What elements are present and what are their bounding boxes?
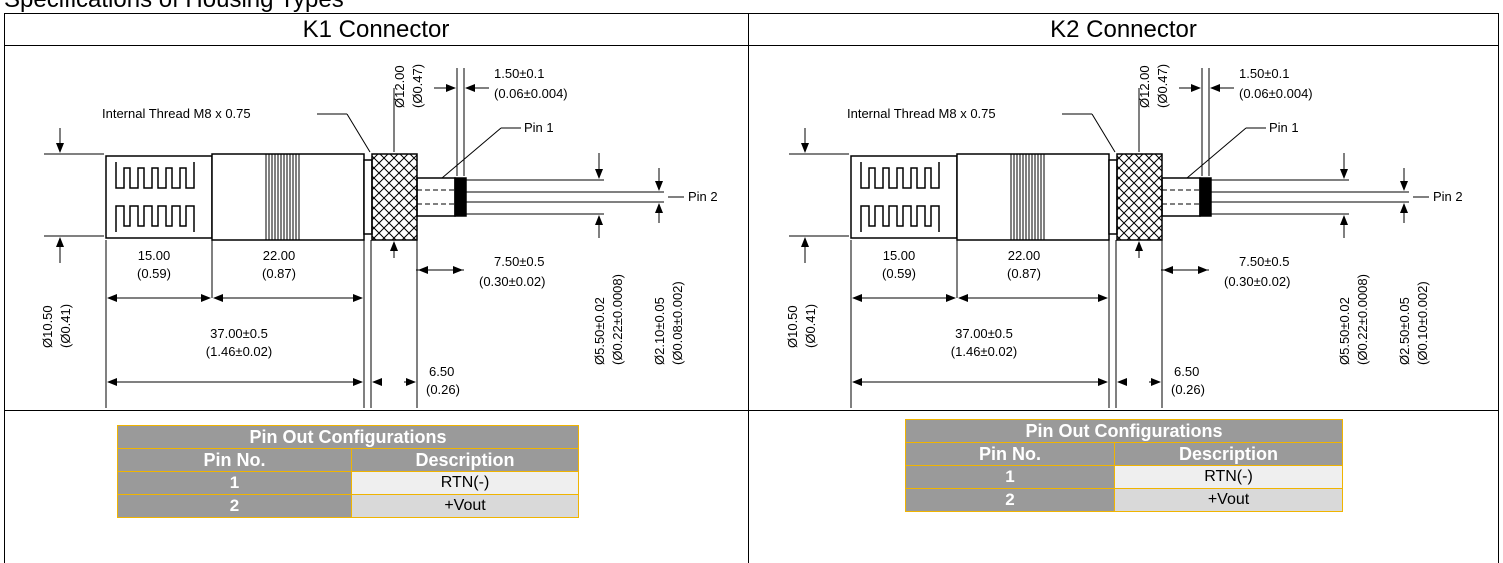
k1-pin-no: 1 — [117, 471, 352, 495]
k1-l37: 37.00±0.5 — [210, 326, 268, 341]
k1-header: K1 Connector — [302, 16, 450, 43]
k2-col-desc: Description — [1114, 442, 1343, 466]
k1-t15in: (0.06±0.004) — [494, 86, 568, 101]
k2-l750in: (0.30±0.02) — [1224, 274, 1290, 289]
k2-table-title: Pin Out Configurations — [905, 419, 1343, 443]
k2-l650: 6.50 — [1174, 364, 1199, 379]
k2-l22in: (0.87) — [1007, 266, 1041, 281]
k1-col-desc: Description — [351, 448, 579, 472]
k2-pin-desc: +Vout — [1114, 488, 1343, 512]
k2-drawing: Internal Thread M8 x 0.75 Pin 1 Pin 2 1.… — [749, 48, 1499, 408]
k2-d550: Ø5.50±0.02 — [1337, 297, 1352, 365]
k1-d550in: (Ø0.22±0.0008) — [610, 274, 625, 365]
k2-l37in: (1.46±0.02) — [951, 344, 1017, 359]
k1-d1050: Ø10.50 — [40, 305, 55, 348]
table-row: 1 RTN(-) — [905, 465, 1343, 489]
k1-thread-label: Internal Thread M8 x 0.75 — [102, 106, 251, 121]
k1-table-title: Pin Out Configurations — [117, 425, 579, 449]
k1-dpinin: (Ø0.08±0.002) — [670, 281, 685, 365]
k1-l750: 7.50±0.5 — [494, 254, 545, 269]
k2-pin-no: 2 — [905, 488, 1115, 512]
section-title: Specifications of Housing Types — [4, 0, 344, 14]
k2-d12: Ø12.00 — [1137, 65, 1152, 108]
k2-d550in: (Ø0.22±0.0008) — [1355, 274, 1370, 365]
k2-pinout-table: Pin Out Configurations Pin No. Descripti… — [905, 419, 1343, 512]
k1-d1050in: (Ø0.41) — [58, 304, 73, 348]
k2-d1050: Ø10.50 — [785, 305, 800, 348]
k1-t15: 1.50±0.1 — [494, 66, 545, 81]
k2-dpinin: (Ø0.10±0.002) — [1415, 281, 1430, 365]
k1-l650in: (0.26) — [426, 382, 460, 397]
table-border-left — [4, 13, 5, 563]
table-row: 2 +Vout — [905, 488, 1343, 512]
table-row: 2 +Vout — [117, 494, 579, 518]
k2-l750: 7.50±0.5 — [1239, 254, 1290, 269]
k1-l750in: (0.30±0.02) — [479, 274, 545, 289]
k2-pin-desc: RTN(-) — [1114, 465, 1343, 489]
k2-pin1-label: Pin 1 — [1269, 120, 1299, 135]
table-rule-header — [4, 45, 1499, 46]
table-border-right — [1498, 13, 1499, 563]
k1-pin2-label: Pin 2 — [688, 189, 718, 204]
table-row: 1 RTN(-) — [117, 471, 579, 495]
k2-l37: 37.00±0.5 — [955, 326, 1013, 341]
k2-t15in: (0.06±0.004) — [1239, 86, 1313, 101]
k1-d12in: (Ø0.47) — [410, 64, 425, 108]
table-rule-drawing — [4, 410, 1499, 411]
k2-l15in: (0.59) — [882, 266, 916, 281]
spec-table — [4, 13, 1499, 563]
table-divider — [748, 13, 749, 563]
k1-l15: 15.00 — [138, 248, 171, 263]
k2-pin2-label: Pin 2 — [1433, 189, 1463, 204]
k2-thread-label: Internal Thread M8 x 0.75 — [847, 106, 996, 121]
k1-l37in: (1.46±0.02) — [206, 344, 272, 359]
k1-d12: Ø12.00 — [392, 65, 407, 108]
table-border-top — [4, 13, 1499, 14]
k2-l22: 22.00 — [1008, 248, 1041, 263]
k1-pin-desc: +Vout — [351, 494, 579, 518]
k2-header: K2 Connector — [1050, 16, 1197, 43]
k2-dpin: Ø2.50±0.05 — [1397, 297, 1412, 365]
k1-pin-desc: RTN(-) — [351, 471, 579, 495]
k2-l650in: (0.26) — [1171, 382, 1205, 397]
k2-col-pin: Pin No. — [905, 442, 1115, 466]
k1-l15in: (0.59) — [137, 266, 171, 281]
k1-l22: 22.00 — [263, 248, 296, 263]
k1-dpin: Ø2.10±0.05 — [652, 297, 667, 365]
k1-pin1-label: Pin 1 — [524, 120, 554, 135]
k2-d12in: (Ø0.47) — [1155, 64, 1170, 108]
k1-d550: Ø5.50±0.02 — [592, 297, 607, 365]
k2-d1050in: (Ø0.41) — [803, 304, 818, 348]
k1-col-pin: Pin No. — [117, 448, 352, 472]
k1-drawing: Internal Thread M8 x 0.75 Pin 1 Pin 2 1.… — [4, 48, 754, 408]
k2-l15: 15.00 — [883, 248, 916, 263]
k2-pin-no: 1 — [905, 465, 1115, 489]
k1-l22in: (0.87) — [262, 266, 296, 281]
k2-t15: 1.50±0.1 — [1239, 66, 1290, 81]
k1-pin-no: 2 — [117, 494, 352, 518]
k1-l650: 6.50 — [429, 364, 454, 379]
k1-pinout-table: Pin Out Configurations Pin No. Descripti… — [117, 425, 579, 518]
